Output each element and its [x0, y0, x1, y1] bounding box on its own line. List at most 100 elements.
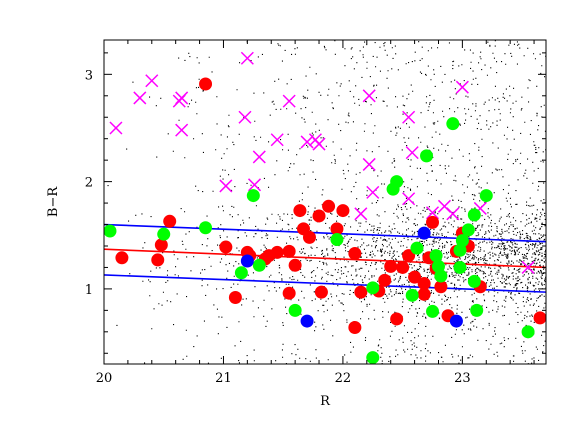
circle-point	[348, 321, 362, 335]
circle-point	[366, 281, 380, 295]
cross-point	[354, 207, 368, 221]
circle-point	[390, 175, 404, 189]
circle-point	[270, 245, 284, 259]
circle-point	[288, 258, 302, 272]
circle-point	[467, 208, 481, 222]
cross-point	[145, 74, 159, 88]
cross-point	[219, 179, 233, 193]
circle-point	[461, 223, 475, 237]
cross-point	[238, 110, 252, 124]
circle-point	[408, 270, 422, 284]
circle-point	[199, 221, 213, 235]
circle-point	[336, 204, 350, 218]
circle-point	[390, 312, 404, 326]
circle-point	[300, 314, 314, 328]
circle-point	[366, 351, 380, 364]
circle-point	[521, 325, 535, 339]
relation-line	[104, 223, 546, 243]
cross-point	[109, 121, 123, 135]
cross-point	[312, 137, 326, 151]
circle-point	[293, 204, 307, 218]
circle-point	[446, 117, 460, 131]
circle-point	[322, 199, 336, 213]
x-axis-title: R	[320, 394, 331, 409]
cross-point	[446, 207, 460, 221]
circle-point	[417, 226, 431, 240]
relation-line	[104, 248, 546, 269]
cross-point	[282, 94, 296, 108]
cross-point	[172, 94, 186, 108]
circle-point	[426, 215, 440, 229]
circle-point	[302, 230, 316, 244]
circle-point	[348, 246, 362, 260]
cross-point	[402, 110, 416, 124]
x-tick-label: 23	[454, 371, 471, 386]
circle-point	[330, 222, 344, 236]
circle-point	[426, 304, 440, 318]
cross-point	[247, 178, 262, 192]
circle-point	[354, 285, 368, 299]
cross-point	[521, 260, 535, 274]
circle-point	[405, 288, 419, 302]
circle-point	[455, 234, 469, 248]
circle-point	[282, 286, 296, 300]
circle-point	[246, 189, 260, 203]
circle-point	[402, 249, 416, 263]
circle-point	[378, 273, 392, 287]
circle-point	[479, 189, 493, 203]
circle-point	[384, 259, 398, 273]
cross-point	[402, 192, 416, 206]
cross-point	[455, 80, 469, 94]
cross-point	[362, 89, 376, 103]
cross-point	[270, 133, 284, 147]
circle-point	[157, 227, 171, 241]
plot-frame	[103, 39, 547, 365]
circle-point	[115, 251, 129, 265]
x-tick-label: 20	[96, 371, 113, 386]
circle-point	[449, 314, 463, 328]
circle-point	[252, 258, 266, 272]
cross-point	[300, 135, 314, 149]
circle-point	[396, 260, 410, 274]
circle-point	[151, 253, 165, 267]
circle-point	[104, 224, 117, 238]
circle-point	[199, 77, 213, 91]
circle-point	[470, 303, 484, 317]
circle-point	[330, 233, 344, 247]
marker-layer	[104, 51, 546, 364]
circle-point	[417, 277, 431, 291]
circle-point	[282, 244, 296, 258]
circle-point	[288, 303, 302, 317]
cross-point	[405, 146, 419, 160]
circle-point	[434, 280, 448, 294]
y-tick-label: 3	[85, 68, 93, 83]
relation-line	[104, 274, 546, 293]
y-axis-title: B−R	[46, 186, 61, 217]
cross-point	[133, 91, 147, 105]
circle-point	[533, 311, 546, 325]
x-tick-label: 21	[215, 371, 232, 386]
circle-point	[434, 269, 448, 283]
y-tick-label: 1	[85, 283, 93, 298]
circle-point	[314, 285, 328, 299]
relation-lines	[104, 223, 546, 293]
y-tick-label: 2	[85, 176, 93, 191]
circle-point	[234, 266, 248, 280]
circle-point	[429, 249, 443, 263]
cross-point	[425, 206, 440, 220]
circle-point	[467, 274, 481, 288]
cross-point	[362, 157, 376, 171]
cross-point	[175, 123, 189, 137]
circle-point	[312, 209, 326, 223]
circle-point	[453, 260, 467, 274]
circle-point	[417, 287, 431, 301]
circle-point	[154, 238, 168, 252]
circle-point	[219, 240, 233, 254]
circle-point	[240, 254, 254, 268]
circle-point	[420, 149, 434, 163]
circle-point	[163, 214, 177, 228]
cross-point	[252, 150, 266, 164]
cross-point	[240, 51, 254, 65]
